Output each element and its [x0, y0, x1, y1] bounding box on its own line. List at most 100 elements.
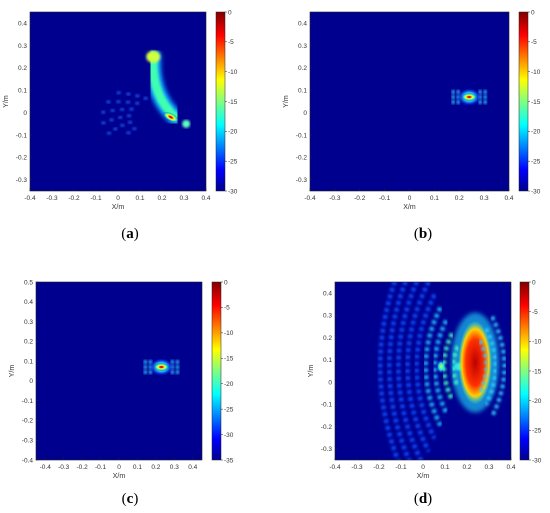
- colorbar-tick-label: -20: [532, 398, 542, 405]
- x-tick-label: 0: [421, 464, 425, 471]
- panel-label-close: ): [427, 226, 432, 242]
- fringe-arc: [378, 282, 401, 460]
- panel-label-open: (: [414, 226, 419, 242]
- speckle: [143, 369, 148, 375]
- speckle: [120, 123, 125, 127]
- x-tick-label: 0.3: [480, 195, 489, 202]
- heatmap-field: [100, 48, 191, 135]
- y-tick-label: -0.1: [296, 132, 308, 139]
- speckle: [132, 127, 137, 131]
- y-tick-label: -0.4: [22, 457, 34, 464]
- heatmap-field: [378, 282, 507, 460]
- y-tick-label: 0.2: [298, 65, 307, 72]
- x-tick-label: 0.2: [455, 195, 464, 202]
- heatmap-panel-c: -0.4 -0.3 -0.2 -0.1 0 0.1 0.2 0.3 0.4 0.5 0.4 0.3 0.…: [9, 279, 234, 507]
- colorbar: [215, 11, 226, 192]
- y-tick-label: 0.3: [298, 43, 307, 50]
- y-tick-label: 0.5: [24, 279, 33, 286]
- x-tick-label: -0.3: [351, 464, 363, 471]
- y-tick-label: 0.3: [323, 313, 332, 320]
- speckle: [106, 100, 111, 104]
- speckle: [451, 94, 456, 100]
- speckle: [116, 100, 121, 104]
- speckle: [175, 359, 180, 365]
- colorbar-tick-label: 0: [531, 9, 535, 16]
- colorbar-tick-label: -10: [224, 330, 234, 337]
- x-tick-label: -0.4: [329, 464, 341, 471]
- colorbar-tick-label: 0: [228, 9, 232, 16]
- speckle: [126, 131, 131, 135]
- speckle: [175, 364, 180, 370]
- y-tick-label: -0.1: [16, 132, 28, 139]
- colorbar-tick-label: -20: [228, 129, 238, 136]
- fringe-arc: [484, 327, 498, 406]
- x-tick-label: 0: [116, 195, 120, 202]
- x-tick-label: -0.3: [58, 464, 70, 471]
- colorbar-tick-label: -5: [228, 39, 234, 46]
- speckle: [109, 118, 114, 122]
- x-tick-label: 0: [408, 195, 412, 202]
- x-tick-label: -0.2: [77, 464, 89, 471]
- colorbar-tick-label: 0: [224, 279, 228, 286]
- speckle: [135, 94, 140, 98]
- fringe-arc: [405, 282, 431, 453]
- y-tick-label: -0.3: [16, 177, 28, 184]
- colorbar-tick-label: -15: [224, 356, 234, 363]
- y-tick-label: -0.2: [22, 418, 34, 425]
- colorbar-tick-label: -20: [224, 381, 234, 388]
- speckle: [119, 107, 125, 112]
- colorbar-tick-label: -5: [532, 309, 538, 316]
- target-hotspot: [461, 93, 478, 102]
- y-axis-label: Y/m: [283, 95, 290, 108]
- panel-label-close: ): [133, 491, 138, 507]
- y-tick-label: -0.3: [22, 438, 34, 445]
- x-tick-label: 0.1: [135, 195, 144, 202]
- speckle: [483, 94, 488, 100]
- x-tick-label: 0.1: [133, 464, 142, 471]
- y-tick-label: -0.3: [321, 446, 333, 453]
- fringe-arc: [387, 282, 412, 460]
- speckle: [126, 92, 131, 96]
- y-tick-label: 0.3: [24, 319, 33, 326]
- speckle: [110, 108, 115, 113]
- panel-label: (b): [414, 226, 432, 242]
- x-tick-label: -0.4: [304, 195, 316, 202]
- x-tick-label: 0.2: [157, 195, 166, 202]
- colorbar-tick-label: -10: [532, 339, 542, 346]
- colorbar: [519, 281, 530, 461]
- y-axis-label: Y/m: [9, 365, 16, 378]
- panel-label-letter: d: [419, 491, 428, 507]
- x-tick-label: 0.3: [484, 464, 493, 471]
- colorbar-tick-label: 0: [532, 279, 536, 286]
- y-tick-label: 0: [29, 378, 33, 385]
- target-hotspot: [153, 363, 170, 372]
- speckle: [106, 131, 112, 135]
- y-tick-label: -0.1: [321, 402, 333, 409]
- x-tick-label: -0.2: [68, 195, 80, 202]
- speckle: [483, 89, 488, 95]
- y-tick-label: 0.1: [24, 358, 33, 365]
- y-axis-label: Y/m: [308, 365, 315, 378]
- colorbar-tick-label: -25: [532, 428, 542, 435]
- y-tick-label: 0: [303, 110, 307, 117]
- x-tick-label: -0.4: [40, 464, 52, 471]
- speckle: [129, 107, 134, 111]
- plot-background: [36, 282, 202, 460]
- panel-label-close: ): [427, 491, 432, 507]
- panel-label: (c): [122, 491, 139, 507]
- heatmap-field: [143, 358, 180, 377]
- x-tick-label: 0.4: [506, 464, 515, 471]
- y-tick-label: -0.3: [296, 177, 308, 184]
- panel-label: (d): [414, 491, 432, 507]
- y-tick-label: 0.4: [298, 20, 307, 27]
- colorbar-tick-label: -15: [531, 99, 541, 106]
- x-axis-label: X/m: [112, 204, 125, 211]
- y-tick-label: 0.1: [18, 88, 27, 95]
- y-tick-label: 0.4: [24, 299, 33, 306]
- x-tick-label: 0.4: [188, 464, 197, 471]
- colorbar-tick-label: -15: [532, 368, 542, 375]
- colorbar: [518, 11, 529, 192]
- colorbar-tick-label: -5: [224, 305, 230, 312]
- target-hotspot: [162, 111, 179, 123]
- panel-label: (a): [121, 226, 139, 242]
